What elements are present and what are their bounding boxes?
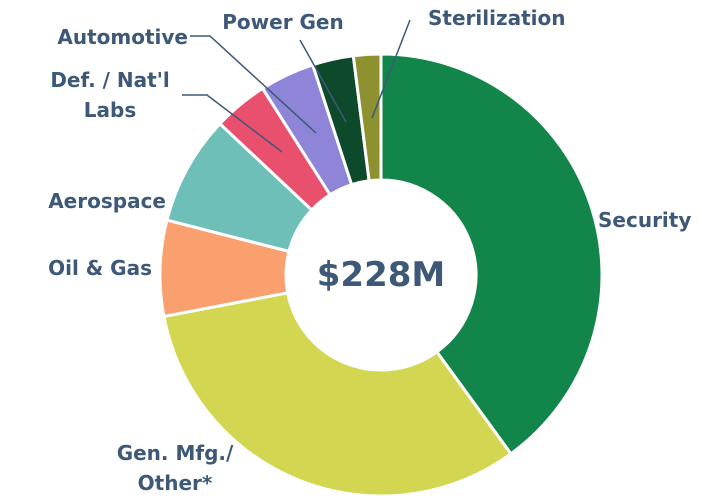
category-label: Power Gen: [222, 10, 344, 34]
leader-line: [190, 35, 317, 134]
leader-line: [299, 39, 347, 123]
category-label: Gen. Mfg./ Other*: [116, 441, 234, 495]
category-label: Automotive: [57, 25, 188, 49]
category-label: Oil & Gas: [48, 256, 152, 280]
donut-segment: [351, 52, 383, 183]
leader-lines: [182, 19, 411, 153]
donut-segment: [379, 52, 604, 456]
donut-segment: [162, 291, 513, 496]
category-label: Security: [598, 208, 692, 232]
leader-line: [371, 19, 411, 119]
category-label: Def. / Nat'l Labs: [50, 68, 170, 122]
center-label: $228M: [316, 255, 446, 295]
leader-line: [182, 94, 283, 153]
category-label: Sterilization: [428, 6, 566, 30]
category-label: Aerospace: [48, 189, 166, 213]
